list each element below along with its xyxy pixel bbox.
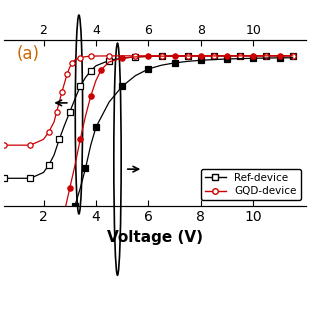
X-axis label: Voltage (V): Voltage (V)	[107, 230, 203, 245]
Text: (a): (a)	[16, 45, 39, 63]
Legend: Ref-device, GQD-device: Ref-device, GQD-device	[201, 169, 301, 200]
